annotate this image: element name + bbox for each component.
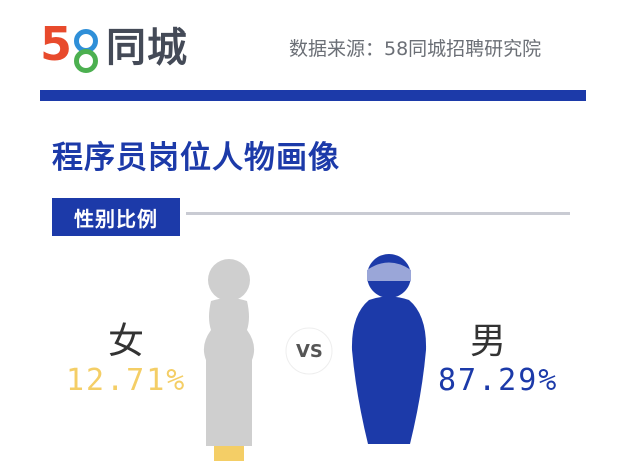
logo-text: 同城 xyxy=(106,25,189,71)
header-divider xyxy=(40,90,586,101)
logo-digit-8: 8 xyxy=(68,21,100,73)
page-title: 程序员岗位人物画像 xyxy=(52,140,340,176)
vs-text: VS xyxy=(296,341,323,362)
section-divider xyxy=(186,212,570,215)
logo-digit-5: 5 xyxy=(40,17,73,71)
male-percentage: 87.29% xyxy=(438,363,559,398)
female-figure-icon xyxy=(203,259,255,461)
section-tag: 性别比例 xyxy=(52,198,180,236)
male-label: 男 xyxy=(470,321,507,362)
male-head-remainder xyxy=(367,262,411,281)
female-ratio-fill xyxy=(214,446,244,461)
female-percentage: 12.71% xyxy=(66,363,187,398)
female-label: 女 xyxy=(108,321,145,362)
brand-logo: 5 8 同城 xyxy=(40,14,188,74)
data-source: 数据来源：58同城招聘研究院 xyxy=(289,38,542,60)
vs-circle xyxy=(285,327,333,375)
male-figure-icon xyxy=(351,254,427,444)
